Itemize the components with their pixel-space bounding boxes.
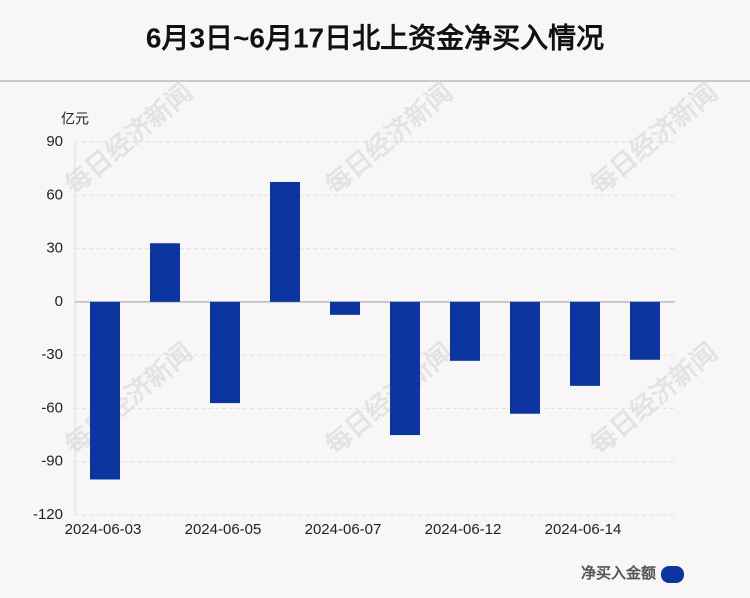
bar xyxy=(90,301,120,480)
y-tick-label: 0 xyxy=(55,293,63,310)
bar xyxy=(270,181,300,302)
x-tick-label: 2024-06-05 xyxy=(185,521,262,538)
bar xyxy=(450,301,480,361)
legend-swatch xyxy=(661,566,684,583)
bar xyxy=(570,301,600,386)
y-unit: 亿元 xyxy=(61,111,89,127)
bar xyxy=(630,301,660,360)
y-tick-label: -120 xyxy=(33,506,63,523)
x-tick-label: 2024-06-12 xyxy=(425,521,502,538)
bar xyxy=(210,301,240,404)
bar xyxy=(390,301,420,436)
x-tick-label: 2024-06-14 xyxy=(545,521,622,538)
legend-label: 净买入金额 xyxy=(581,564,656,582)
y-tick-label: -60 xyxy=(41,399,63,416)
y-tick-label: -30 xyxy=(41,346,63,363)
y-tick-label: 60 xyxy=(46,186,63,203)
x-tick-label: 2024-06-03 xyxy=(65,521,142,538)
y-tick-label: 90 xyxy=(46,133,63,150)
bar xyxy=(150,243,180,302)
bar xyxy=(510,301,540,414)
chart-title: 6月3日~6月17日北上资金净买入情况 xyxy=(146,21,604,53)
y-tick-label: -90 xyxy=(41,453,63,470)
x-tick-label: 2024-06-07 xyxy=(305,521,382,538)
y-tick-label: 30 xyxy=(46,240,63,257)
bar xyxy=(330,301,360,315)
